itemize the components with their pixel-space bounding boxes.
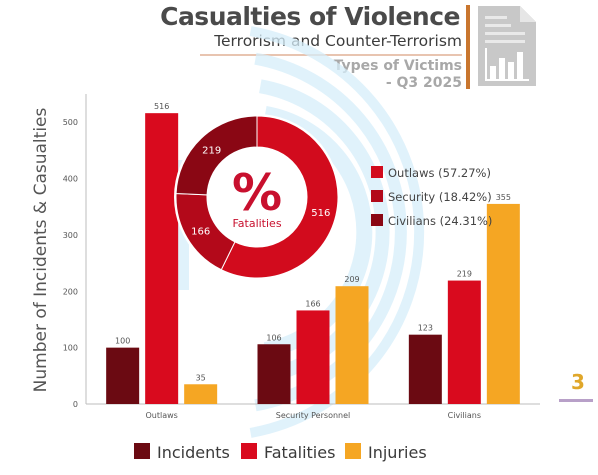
y-axis-ticks: 0 100 200 300 400 500	[63, 118, 78, 409]
x-tick-label: Civilians	[448, 411, 481, 420]
percent-icon: %	[232, 164, 282, 222]
bar-series	[106, 113, 520, 404]
legend-label-injuries: Injuries	[368, 443, 427, 462]
y-tick-label: 100	[63, 344, 78, 353]
y-tick-label: 300	[63, 231, 78, 240]
section-heading: Types of Victims	[333, 58, 462, 74]
page-number-underline	[559, 399, 593, 402]
bar-value-label: 219	[457, 270, 472, 279]
y-tick-label: 400	[63, 175, 78, 184]
donut-data-labels: 516 166 219	[191, 146, 330, 238]
accent-bar	[466, 5, 470, 89]
pie-legend-label-security: Security (18.42%)	[388, 190, 492, 204]
bar-incidents-0	[106, 347, 140, 404]
donut-center-label: Fatalities	[232, 217, 281, 230]
title-divider	[200, 54, 462, 56]
bar-value-label: 100	[115, 337, 130, 346]
legend-swatch-fatalities	[241, 443, 257, 459]
bar-fatalities-0	[145, 113, 179, 404]
x-tick-label: Outlaws	[145, 411, 177, 420]
bar-value-label: 516	[154, 102, 169, 111]
legend-swatch-incidents	[134, 443, 150, 459]
donut-slice-civilians	[175, 115, 258, 196]
pie-legend-swatch-security	[371, 190, 383, 202]
x-axis-ticks: Outlaws Security Personnel Civilians	[145, 411, 481, 420]
page-title: Casualties of Violence	[160, 2, 460, 31]
y-tick-label: 200	[63, 287, 78, 296]
bar-value-label: 123	[418, 324, 433, 333]
donut-value-label: 516	[311, 208, 330, 219]
report-chart-icon	[478, 6, 536, 86]
donut-value-label: 219	[202, 146, 221, 157]
bar-injuries-1	[335, 286, 369, 404]
donut-slice-outlaws	[220, 115, 339, 279]
y-tick-label: 500	[63, 118, 78, 127]
bar-value-label: 166	[305, 299, 320, 308]
y-tick-label: 0	[73, 400, 78, 409]
legend-swatch-injuries	[345, 443, 361, 459]
x-tick-label: Security Personnel	[276, 411, 351, 420]
bar-incidents-1	[257, 344, 291, 404]
pie-legend-swatch-outlaws	[371, 166, 383, 178]
bar-value-label: 106	[266, 333, 281, 342]
bar-incidents-2	[408, 334, 442, 404]
legend-label-fatalities: Fatalities	[264, 443, 335, 462]
bar-value-label: 35	[196, 373, 206, 382]
fatalities-donut	[174, 114, 340, 280]
page-number: 3	[571, 370, 585, 394]
legend-label-incidents: Incidents	[157, 443, 230, 462]
y-axis-title: Number of Incidents & Casualties	[31, 107, 51, 392]
section-period: - Q3 2025	[385, 75, 462, 91]
bar-data-labels: 100 516 35 106 166 209 123 219 355	[115, 102, 511, 382]
donut-legend: Outlaws (57.27%) Security (18.42%) Civilia…	[371, 166, 492, 228]
watermark-arc	[249, 26, 425, 438]
pie-legend-label-civilians: Civilians (24.31%)	[388, 214, 492, 228]
bar-fatalities-2	[447, 280, 481, 404]
bar-value-label: 209	[344, 275, 359, 284]
bar-value-label: 355	[496, 193, 511, 202]
bar-fatalities-1	[296, 310, 330, 404]
bar-legend: Incidents Fatalities Injuries	[134, 443, 427, 462]
bar-injuries-2	[486, 203, 520, 404]
pie-legend-swatch-civilians	[371, 214, 383, 226]
pie-legend-label-outlaws: Outlaws (57.27%)	[388, 166, 491, 180]
bar-injuries-0	[184, 384, 218, 404]
donut-value-label: 166	[191, 226, 210, 237]
